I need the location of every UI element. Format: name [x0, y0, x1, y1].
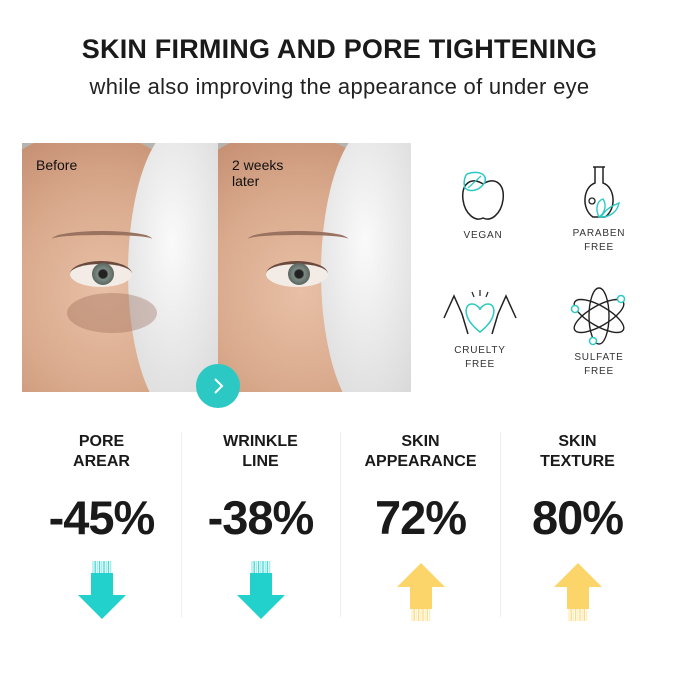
stat-3: SKIN TEXTURE 80% — [498, 432, 657, 621]
after-caption: 2 weeks later — [232, 157, 284, 189]
atom-icon — [570, 287, 626, 346]
flask-leaf-icon — [584, 166, 620, 219]
apple-leaf-icon — [462, 171, 504, 220]
badge-label: VEGAN — [463, 230, 503, 241]
hands-heart-icon — [443, 290, 517, 335]
stat-2: SKIN APPEARANCE 72% — [341, 432, 500, 621]
arrow-up-icon — [553, 563, 602, 621]
divider — [500, 432, 501, 617]
stat-0: PORE AREAR -45% — [22, 432, 181, 621]
stat-value: -45% — [48, 491, 156, 544]
arrow-down-icon — [77, 561, 126, 619]
badge-paraben-free: PARABEN FREE — [549, 163, 649, 255]
arrow-up-icon — [396, 563, 445, 621]
badge-cruelty-free: CRUELTY FREE — [430, 288, 530, 372]
before-caption: Before — [36, 157, 78, 173]
page-title: SKIN FIRMING AND PORE TIGHTENING — [81, 34, 598, 64]
badge-label: CRUELTY FREE — [454, 345, 506, 370]
stat-value: 72% — [374, 491, 467, 544]
next-button[interactable] — [196, 364, 240, 408]
badge-sulfate-free: SULFATE FREE — [549, 285, 649, 379]
badge-label: SULFATE FREE — [574, 352, 624, 377]
divider — [340, 432, 341, 617]
stat-value: 80% — [531, 491, 624, 544]
arrow-down-icon — [236, 561, 285, 619]
stat-1: WRINKLE LINE -38% — [181, 432, 340, 621]
divider — [181, 432, 182, 617]
after-photo: 2 weeks later — [218, 143, 411, 392]
chevron-right-icon — [214, 378, 224, 394]
page-subtitle: while also improving the appearance of u… — [89, 74, 590, 99]
stat-label: SKIN APPEARANCE — [364, 433, 477, 470]
badge-vegan: VEGAN — [433, 170, 533, 243]
badge-label: PARABEN FREE — [572, 228, 626, 253]
stat-label: WRINKLE LINE — [223, 433, 298, 470]
stat-value: -38% — [207, 491, 315, 544]
stat-label: SKIN TEXTURE — [540, 433, 615, 470]
before-photo: Before — [22, 143, 218, 392]
stat-label: PORE AREAR — [73, 433, 130, 470]
